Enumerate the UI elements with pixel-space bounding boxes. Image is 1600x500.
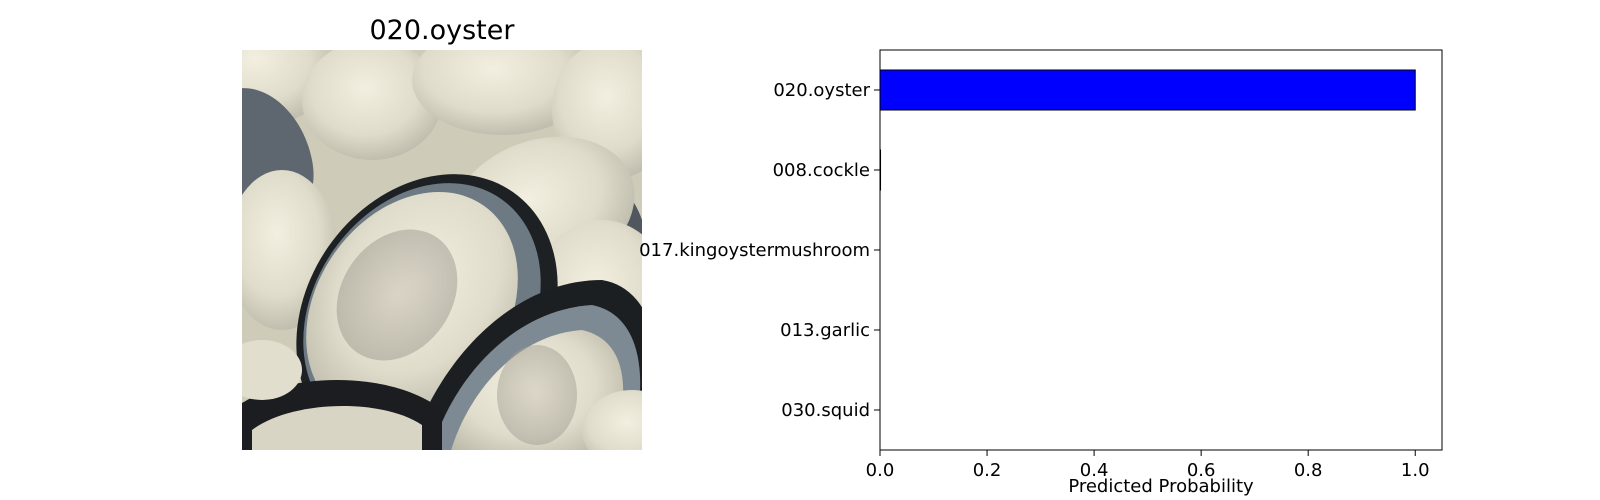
bar-1 bbox=[879, 149, 882, 191]
oyster-photo bbox=[242, 50, 642, 450]
x-axis-label: Predicted Probability bbox=[1068, 476, 1254, 497]
y-tick-label-4: 030.squid bbox=[781, 400, 870, 421]
x-tick-label-2: 0.4 bbox=[1080, 460, 1109, 481]
x-tick-label-1: 0.2 bbox=[973, 460, 1002, 481]
x-tick-label-4: 0.8 bbox=[1294, 460, 1323, 481]
x-tick-label-0: 0.0 bbox=[866, 460, 895, 481]
bar-0 bbox=[879, 69, 1416, 111]
x-tick-label-3: 0.6 bbox=[1187, 460, 1216, 481]
y-tick-label-3: 013.garlic bbox=[780, 320, 870, 341]
image-title: 020.oyster bbox=[369, 15, 515, 46]
y-tick-label-2: 017.kingoystermushroom bbox=[639, 240, 870, 261]
x-tick-label-5: 1.0 bbox=[1401, 460, 1430, 481]
y-tick-label-1: 008.cockle bbox=[773, 160, 870, 181]
y-tick-label-0: 020.oyster bbox=[773, 80, 870, 101]
oyster-photo-illustration bbox=[242, 50, 642, 450]
